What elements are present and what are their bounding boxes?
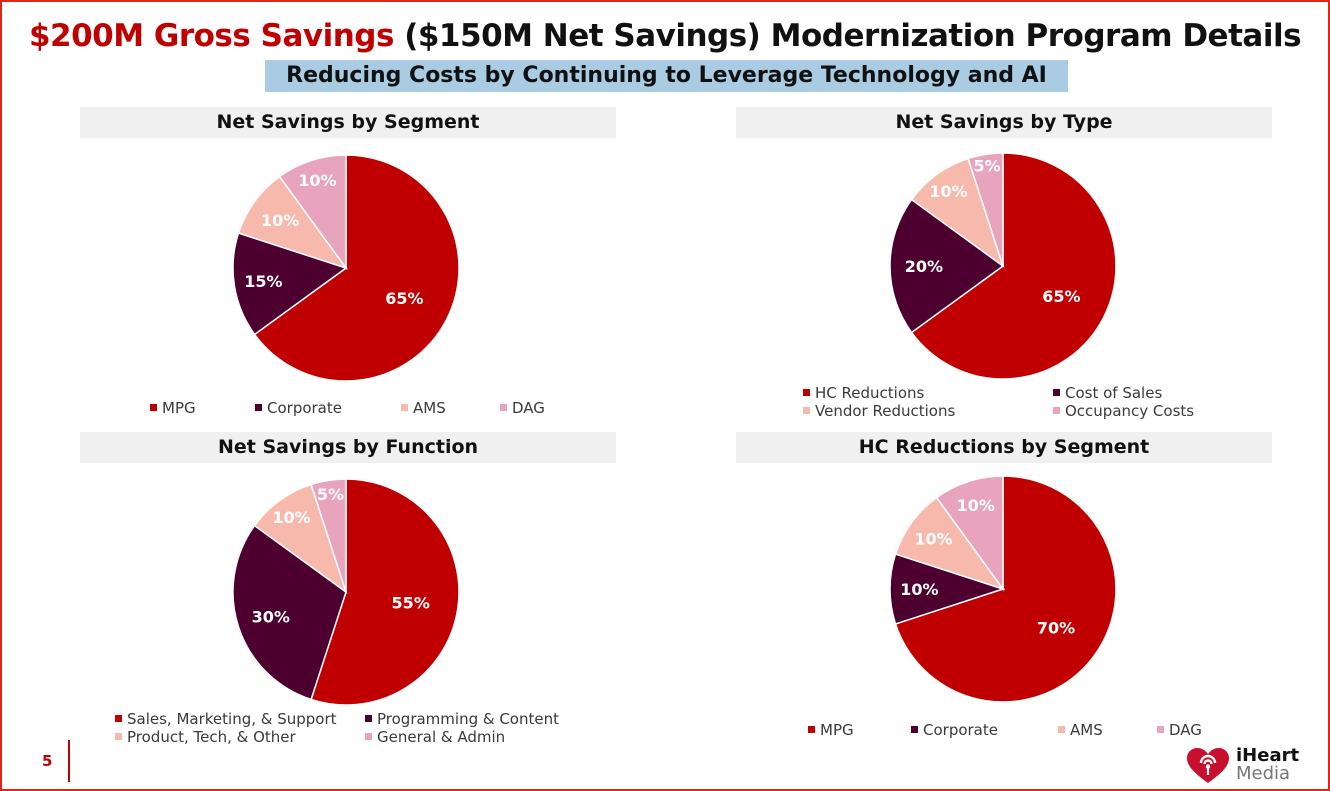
legend-label: Corporate <box>923 721 998 739</box>
pie-slice-corporate <box>889 553 1006 625</box>
pie-slice-ams <box>237 175 348 270</box>
pie-slice-mpg <box>894 475 1117 703</box>
legend-item-corporate: Corporate <box>255 399 342 417</box>
legend-item-cost-of-sales: Cost of Sales <box>1053 384 1162 402</box>
legend-swatch-icon <box>1058 726 1065 733</box>
legend-label: MPG <box>162 399 196 417</box>
legend-swatch-icon <box>150 404 157 411</box>
pie-label-occupancy-costs: 5% <box>974 157 1001 176</box>
pie-slice-dag <box>278 154 347 271</box>
pie-slice-ams <box>894 496 1005 591</box>
legend-item-dag: DAG <box>500 399 545 417</box>
pie-slice-mpg <box>253 154 460 382</box>
pie-chart-segment: 65% 15% 10% 10% <box>232 154 460 382</box>
legend-label: General & Admin <box>377 728 506 746</box>
chart-title-segment: Net Savings by Segment <box>80 107 616 138</box>
pie-label-general-admin: 5% <box>317 485 344 504</box>
legend-label: AMS <box>1070 721 1103 739</box>
pie-label-ams: 10% <box>261 211 299 230</box>
legend-label: Sales, Marketing, & Support <box>127 710 337 728</box>
legend-label: Vendor Reductions <box>815 402 956 420</box>
pie-chart-function: 55% 30% 10% 5% <box>232 478 460 706</box>
legend-item-hc-reductions: HC Reductions <box>803 384 924 402</box>
page-number: 5 <box>42 752 53 770</box>
legend-swatch-icon <box>803 407 810 414</box>
pie-slice-occupancy-costs <box>967 152 1004 267</box>
legend-label: Cost of Sales <box>1065 384 1163 402</box>
pie-label-mpg: 65% <box>385 289 423 308</box>
legend-label: Product, Tech, & Other <box>127 728 296 746</box>
legend-label: HC Reductions <box>815 384 925 402</box>
legend-label: MPG <box>820 721 854 739</box>
legend-label: DAG <box>1169 721 1202 739</box>
pie-label-dag: 10% <box>298 171 336 190</box>
heart-logo-icon <box>1187 748 1229 783</box>
pie-slice-dag <box>935 475 1004 592</box>
legend-item-corporate: Corporate <box>911 721 998 739</box>
legend-item-occupancy-costs: Occupancy Costs <box>1053 402 1194 420</box>
pie-slice-general-admin <box>310 478 347 593</box>
pie-label-product-tech-other: 10% <box>272 508 310 527</box>
pie-label-sales-marketing-support: 55% <box>392 593 430 612</box>
pie-label-corporate: 10% <box>900 580 938 599</box>
legend-label: Occupancy Costs <box>1065 402 1195 420</box>
legend-swatch-icon <box>808 726 815 733</box>
pie-label-vendor-reductions: 10% <box>929 182 967 201</box>
legend-swatch-icon <box>255 404 262 411</box>
legend-label: Corporate <box>267 399 342 417</box>
legend-item-product-tech-other: Product, Tech, & Other <box>115 728 296 746</box>
pie-slice-cost-of-sales <box>889 198 1005 334</box>
legend-swatch-icon <box>803 389 810 396</box>
legend-swatch-icon <box>500 404 507 411</box>
pie-label-cost-of-sales: 20% <box>905 257 943 276</box>
legend-swatch-icon <box>911 726 918 733</box>
pie-label-dag: 10% <box>957 496 995 515</box>
pie-chart-type: 65% 20% 10% 5% <box>889 152 1117 380</box>
legend-label: AMS <box>413 399 446 417</box>
legend-swatch-icon <box>401 404 408 411</box>
legend-item-dag: DAG <box>1157 721 1202 739</box>
pie-slice-programming-content <box>232 524 347 701</box>
chart-title-function: Net Savings by Function <box>80 432 616 463</box>
legend-swatch-icon <box>1157 726 1164 733</box>
logo-text-media: Media <box>1236 763 1291 784</box>
pie-slice-corporate <box>232 232 348 336</box>
pie-slice-hc-reductions <box>910 152 1117 380</box>
iheartmedia-logo: iHeart Media <box>1184 745 1304 785</box>
chart-title-type: Net Savings by Type <box>736 107 1272 138</box>
legend-swatch-icon <box>1053 389 1060 396</box>
legend-label: Programming & Content <box>377 710 559 728</box>
legend-item-programming-content: Programming & Content <box>365 710 559 728</box>
chart-title-hc-reductions: HC Reductions by Segment <box>736 432 1272 463</box>
legend-item-sales-marketing-support: Sales, Marketing, & Support <box>115 710 337 728</box>
legend-item-general-admin: General & Admin <box>365 728 505 746</box>
pie-chart-hc-reductions: 70% 10% 10% 10% <box>889 475 1117 703</box>
legend-swatch-icon <box>1053 407 1060 414</box>
pie-label-corporate: 15% <box>244 272 282 291</box>
page-divider <box>68 740 70 782</box>
legend-swatch-icon <box>115 733 122 740</box>
legend-item-ams: AMS <box>401 399 446 417</box>
pie-label-mpg: 70% <box>1037 619 1075 638</box>
title-rest: ($150M Net Savings) Modernization Progra… <box>393 18 1302 54</box>
slide-title: $200M Gross Savings ($150M Net Savings) … <box>0 18 1330 54</box>
pie-slice-sales-marketing-support <box>310 478 460 706</box>
legend-swatch-icon <box>115 715 122 722</box>
legend-swatch-icon <box>365 733 372 740</box>
legend-item-ams: AMS <box>1058 721 1103 739</box>
logo-text-iheart: iHeart <box>1236 745 1300 766</box>
pie-label-ams: 10% <box>914 530 952 549</box>
slide-subtitle: Reducing Costs by Continuing to Leverage… <box>265 60 1068 92</box>
legend-item-mpg: MPG <box>808 721 854 739</box>
legend-label: DAG <box>512 399 545 417</box>
legend-swatch-icon <box>365 715 372 722</box>
pie-slice-product-tech-other <box>253 483 348 594</box>
pie-slice-vendor-reductions <box>910 157 1005 268</box>
title-gross-savings: $200M Gross Savings <box>28 18 394 54</box>
legend-item-mpg: MPG <box>150 399 196 417</box>
pie-label-hc-reductions: 65% <box>1042 287 1080 306</box>
legend-item-vendor-reductions: Vendor Reductions <box>803 402 955 420</box>
pie-label-programming-content: 30% <box>252 607 290 626</box>
